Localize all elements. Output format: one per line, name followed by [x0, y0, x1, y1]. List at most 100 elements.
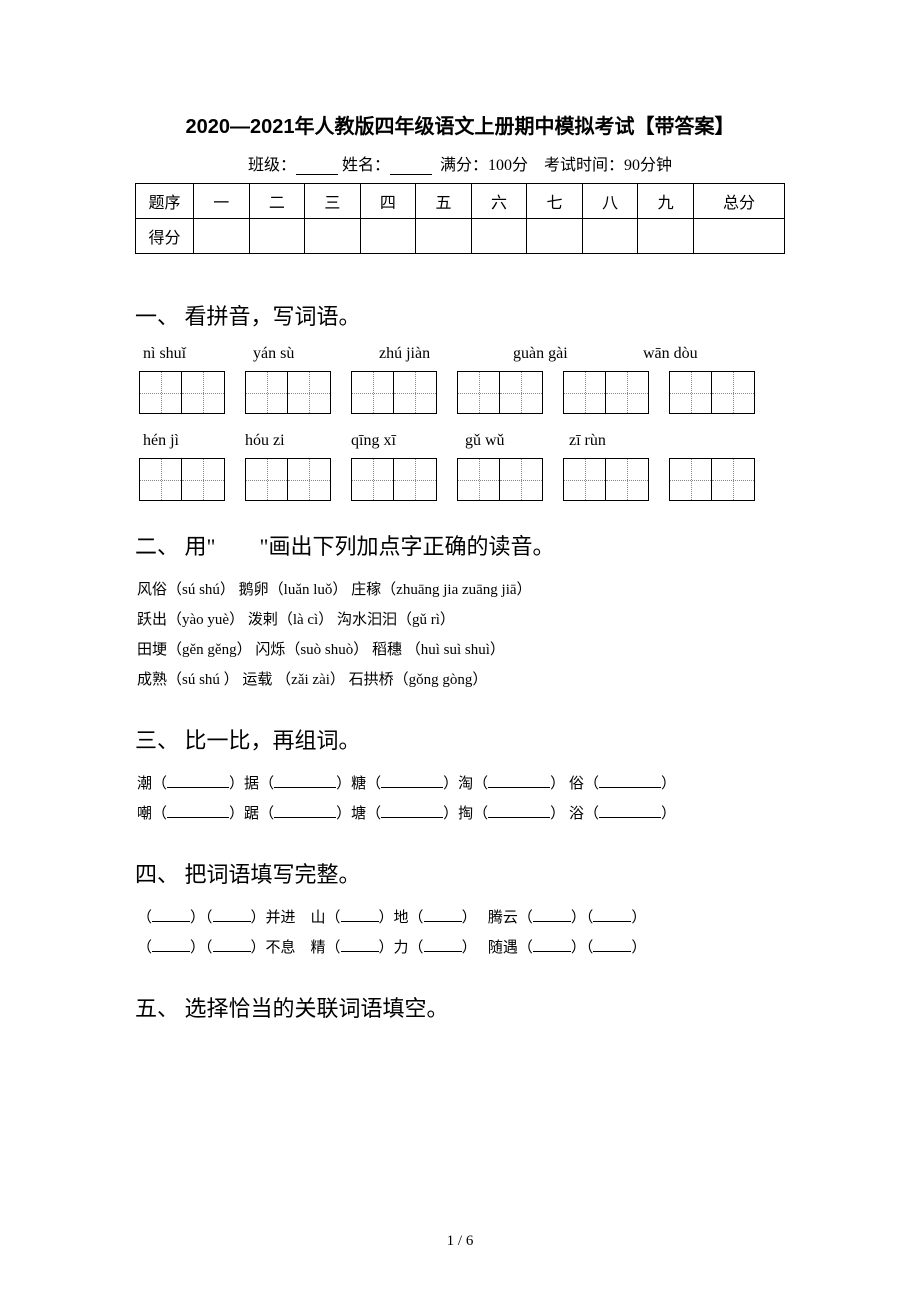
fill-blank[interactable]	[341, 937, 379, 952]
fill-blank[interactable]	[274, 773, 336, 788]
table-cell: 七	[527, 184, 583, 219]
table-cell: 八	[582, 184, 638, 219]
question-line: 跃出（yào yuè） 泼剌（là cì） 沟水汩汩（gǔ rì）	[135, 605, 785, 635]
pinyin-row: nì shuǐ yán sù zhú jiàn guàn gài wān dòu	[135, 345, 785, 363]
pinyin-item: nì shuǐ	[143, 345, 223, 363]
question-line: 风俗（sú shú） 鹅卵（luǎn luǒ） 庄稼（zhuāng jia zu…	[135, 575, 785, 605]
section-2: 二、 用" "画出下列加点字正确的读音。 风俗（sú shú） 鹅卵（luǎn …	[135, 529, 785, 695]
fill-blank[interactable]	[488, 803, 550, 818]
question-line: （）（）不息 精（）力（） 随遇（）（）	[135, 933, 785, 963]
pinyin-item: qīng xī	[351, 432, 441, 450]
table-cell[interactable]	[638, 219, 694, 254]
section-4: 四、 把词语填写完整。 （）（）并进 山（）地（） 腾云（）（） （）（）不息 …	[135, 857, 785, 963]
section-heading: 二、 用" "画出下列加点字正确的读音。	[135, 529, 785, 561]
pinyin-item: guàn gài	[513, 345, 613, 363]
table-cell[interactable]	[582, 219, 638, 254]
table-row: 题序 一 二 三 四 五 六 七 八 九 总分	[136, 184, 785, 219]
tianzige-pair[interactable]	[457, 458, 543, 501]
tianzige-pair[interactable]	[669, 371, 755, 414]
table-cell[interactable]	[527, 219, 583, 254]
section-3: 三、 比一比，再组词。 潮（）据（）糖（）淘（） 俗（） 嘲（）踞（）塘（）掏（…	[135, 723, 785, 829]
fill-blank[interactable]	[593, 937, 631, 952]
question-line: 潮（）据（）糖（）淘（） 俗（）	[135, 769, 785, 799]
tianzige-pair[interactable]	[245, 371, 331, 414]
tianzige-row	[135, 458, 785, 501]
pinyin-item: hén jì	[143, 432, 221, 450]
fill-blank[interactable]	[274, 803, 336, 818]
fill-blank[interactable]	[152, 907, 190, 922]
fill-blank[interactable]	[167, 803, 229, 818]
tianzige-pair[interactable]	[245, 458, 331, 501]
section-heading: 一、 看拼音，写词语。	[135, 299, 785, 331]
table-cell: 一	[194, 184, 250, 219]
table-cell: 五	[416, 184, 472, 219]
table-cell: 三	[305, 184, 361, 219]
table-cell[interactable]	[194, 219, 250, 254]
section-heading: 四、 把词语填写完整。	[135, 857, 785, 889]
fill-blank[interactable]	[213, 937, 251, 952]
fill-blank[interactable]	[593, 907, 631, 922]
fill-blank[interactable]	[424, 937, 462, 952]
tianzige-pair[interactable]	[351, 458, 437, 501]
table-cell[interactable]	[693, 219, 784, 254]
table-cell: 六	[471, 184, 527, 219]
table-cell[interactable]	[416, 219, 472, 254]
table-cell: 得分	[136, 219, 194, 254]
table-cell[interactable]	[305, 219, 361, 254]
fill-blank[interactable]	[381, 803, 443, 818]
pinyin-item: zī rùn	[569, 432, 629, 450]
name-label: 姓名：	[342, 157, 390, 174]
fill-blank[interactable]	[599, 803, 661, 818]
table-cell: 总分	[693, 184, 784, 219]
fill-blank[interactable]	[488, 773, 550, 788]
tianzige-pair[interactable]	[669, 458, 755, 501]
table-cell[interactable]	[249, 219, 305, 254]
question-line: （）（）并进 山（）地（） 腾云（）（）	[135, 903, 785, 933]
tianzige-pair[interactable]	[139, 458, 225, 501]
table-cell[interactable]	[471, 219, 527, 254]
fill-blank[interactable]	[167, 773, 229, 788]
fill-blank[interactable]	[213, 907, 251, 922]
question-line: 成熟（sú shú ） 运载 （zǎi zài） 石拱桥（gǒng gòng）	[135, 665, 785, 695]
fill-blank[interactable]	[599, 773, 661, 788]
fill-blank[interactable]	[533, 937, 571, 952]
tianzige-row	[135, 371, 785, 414]
fill-blank[interactable]	[424, 907, 462, 922]
score-table: 题序 一 二 三 四 五 六 七 八 九 总分 得分	[135, 183, 785, 254]
table-cell: 题序	[136, 184, 194, 219]
question-line: 田埂（gěn gěng） 闪烁（suò shuò） 稻穗 （huì suì sh…	[135, 635, 785, 665]
section-5: 五、 选择恰当的关联词语填空。	[135, 991, 785, 1023]
table-cell: 二	[249, 184, 305, 219]
section-heading: 三、 比一比，再组词。	[135, 723, 785, 755]
pinyin-item: hóu zi	[245, 432, 327, 450]
table-cell[interactable]	[360, 219, 416, 254]
tianzige-pair[interactable]	[563, 458, 649, 501]
pinyin-item: yán sù	[253, 345, 349, 363]
class-label: 班级：	[248, 157, 296, 174]
tianzige-pair[interactable]	[139, 371, 225, 414]
section-1: 一、 看拼音，写词语。 nì shuǐ yán sù zhú jiàn guàn…	[135, 299, 785, 501]
table-cell: 九	[638, 184, 694, 219]
pinyin-item: wān dòu	[643, 345, 723, 363]
class-blank[interactable]	[296, 159, 338, 175]
pinyin-item: gǔ wǔ	[465, 432, 545, 450]
fill-blank[interactable]	[381, 773, 443, 788]
exam-title: 2020—2021年人教版四年级语文上册期中模拟考试【带答案】	[135, 110, 785, 139]
tianzige-pair[interactable]	[457, 371, 543, 414]
section-heading: 五、 选择恰当的关联词语填空。	[135, 991, 785, 1023]
fill-blank[interactable]	[152, 937, 190, 952]
exam-subtitle: 班级： 姓名： 满分：100分 考试时间：90分钟	[135, 151, 785, 175]
tianzige-pair[interactable]	[563, 371, 649, 414]
tianzige-pair[interactable]	[351, 371, 437, 414]
question-line: 嘲（）踞（）塘（）掏（） 浴（）	[135, 799, 785, 829]
fill-blank[interactable]	[533, 907, 571, 922]
fill-blank[interactable]	[341, 907, 379, 922]
page-number: 1 / 6	[0, 1233, 920, 1250]
table-cell: 四	[360, 184, 416, 219]
pinyin-row: hén jì hóu zi qīng xī gǔ wǔ zī rùn	[135, 432, 785, 450]
pinyin-item: zhú jiàn	[379, 345, 483, 363]
score-label: 满分：100分	[440, 157, 528, 174]
name-blank[interactable]	[390, 159, 432, 175]
table-row: 得分	[136, 219, 785, 254]
time-label: 考试时间：90分钟	[544, 157, 672, 174]
